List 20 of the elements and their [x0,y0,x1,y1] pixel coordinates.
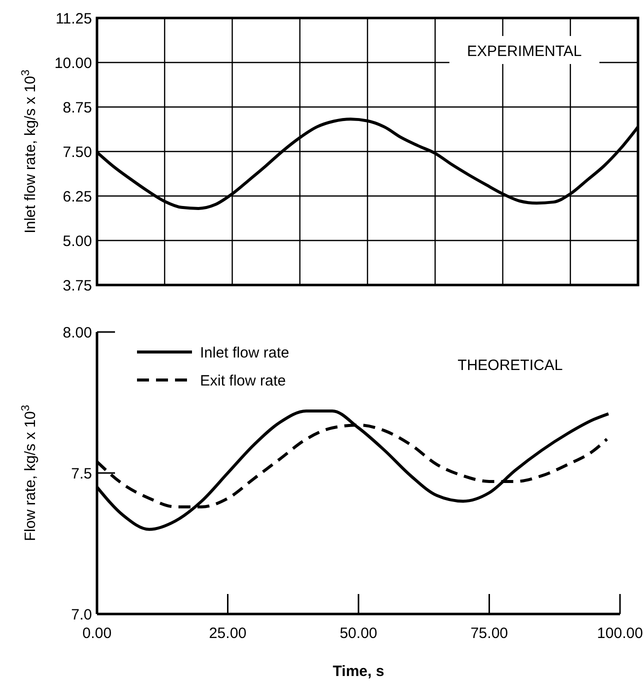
x-tick-label: 25.00 [208,625,247,642]
legend-label: Exit flow rate [200,372,286,390]
y-tick-label: 7.0 [71,606,92,624]
x-tick-label: 50.00 [340,625,378,642]
x-tick-label: 75.00 [470,625,508,642]
annotation: EXPERIMENTAL [467,43,582,60]
y-tick-label: 5.00 [62,232,92,250]
y-tick-label: 11.25 [56,10,92,28]
y-tick-label: 6.25 [62,188,92,206]
y-tick-label: 8.00 [62,324,92,342]
annotation: THEORETICAL [458,357,563,374]
y-tick-label: 8.75 [62,99,92,116]
y-tick-label: 10.00 [54,54,92,72]
x-axis-title: Time, s [332,663,384,680]
x-tick-label: 100.00 [597,625,643,642]
legend-label: Inlet flow rate [200,344,290,362]
y-tick-label: 7.50 [62,144,92,161]
y-tick-label: 3.75 [62,277,92,294]
y-tick-label: 7.5 [71,465,92,482]
x-tick-label: 0.00 [82,625,112,642]
